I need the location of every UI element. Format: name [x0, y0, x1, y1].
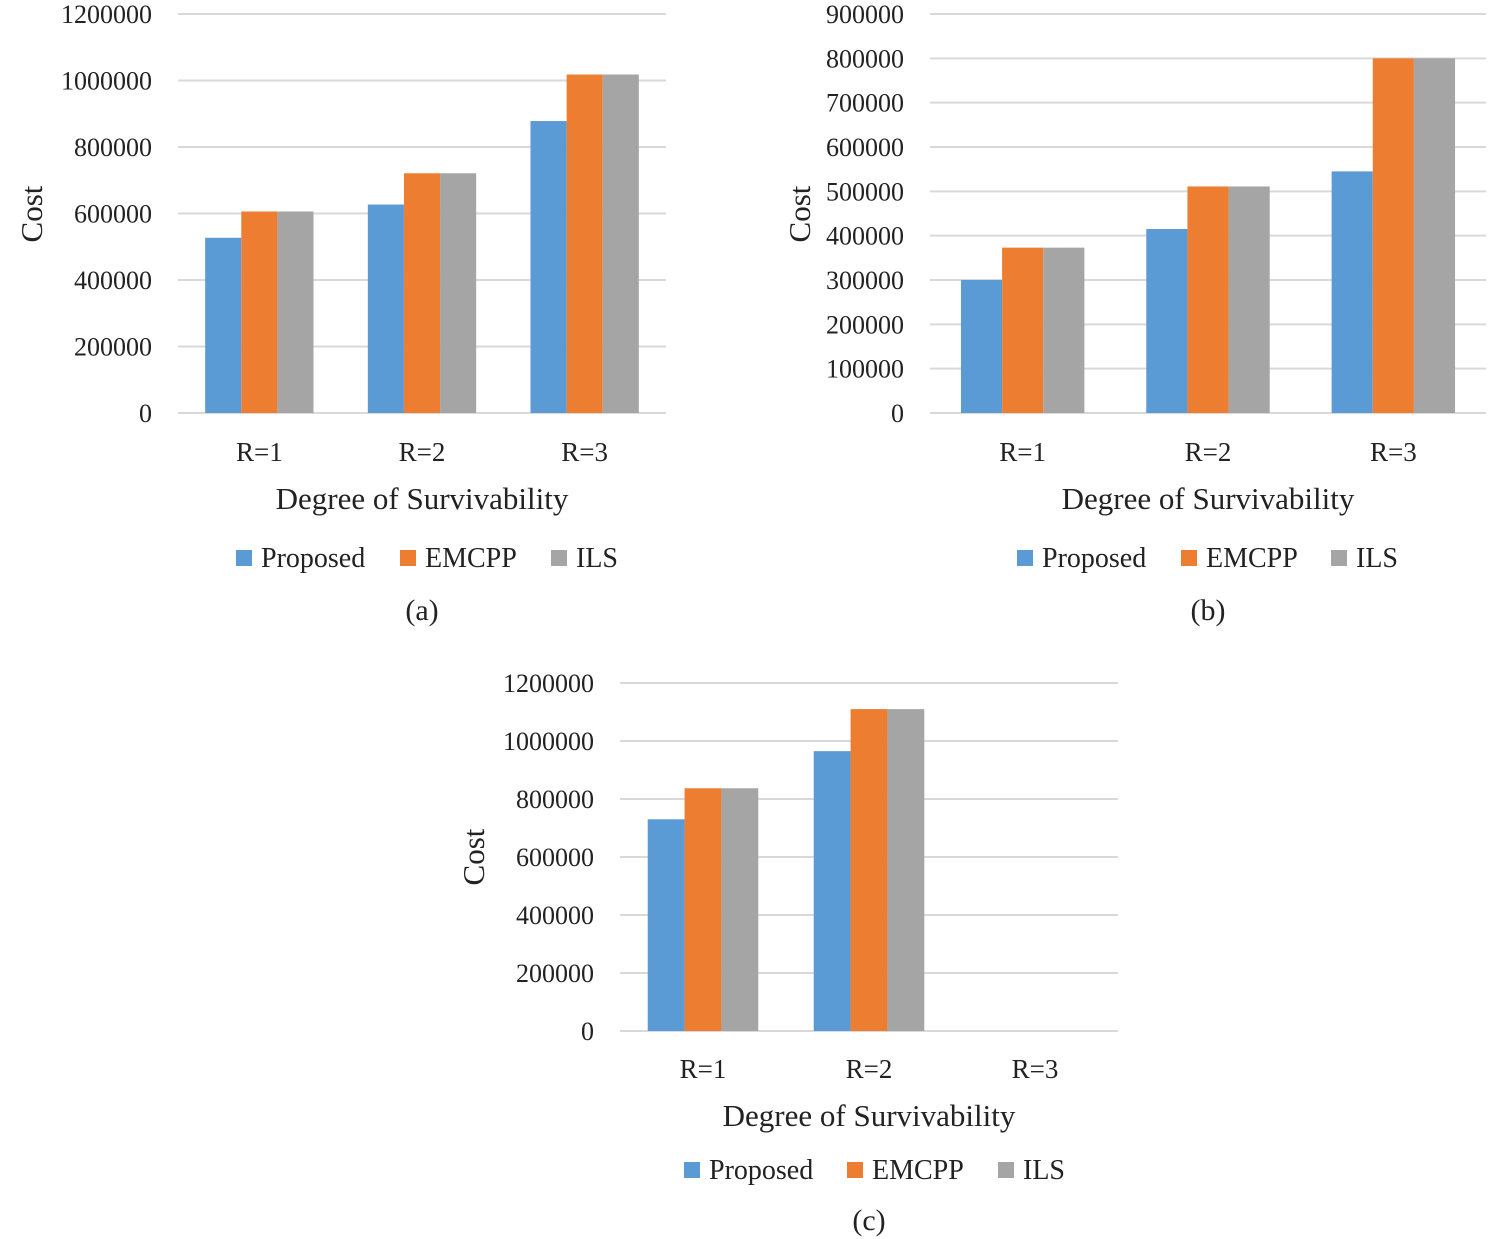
y-tick-label: 200000	[826, 310, 904, 339]
legend: Proposed EMCPP ILS	[1017, 543, 1398, 574]
y-tick-label: 600000	[74, 200, 152, 229]
legend-label: ILS	[1023, 1155, 1065, 1186]
bar-proposed-r1	[647, 819, 685, 1031]
bar-emcpp-r1	[684, 788, 722, 1031]
legend-swatch-proposed	[236, 550, 252, 566]
x-axis-title: Degree of Survivability	[1062, 481, 1355, 516]
legend-swatch-ils	[551, 550, 567, 566]
y-tick-label: 600000	[516, 843, 594, 872]
legend-swatch-emcpp	[400, 550, 416, 566]
bar-ils-r2	[440, 173, 477, 413]
legend-label: EMCPP	[1206, 543, 1298, 574]
y-tick-label: 100000	[826, 355, 904, 384]
bar-ils-r2	[887, 709, 925, 1031]
y-tick-label: 400000	[826, 222, 904, 251]
x-category-label: R=3	[561, 437, 608, 467]
y-tick-label: 400000	[74, 266, 152, 295]
y-tick-label: 0	[581, 1017, 594, 1046]
legend-swatch-ils	[998, 1162, 1014, 1178]
bar-emcpp-r2	[850, 709, 888, 1031]
bar-proposed-r1	[960, 280, 1003, 413]
bar-emcpp-r1	[1002, 247, 1044, 413]
x-category-label: R=1	[680, 1054, 727, 1084]
y-tick-label: 600000	[826, 133, 904, 162]
y-axis-title: Cost	[782, 185, 817, 242]
legend: Proposed EMCPP ILS	[684, 1155, 1065, 1186]
x-category-label: R=2	[846, 1054, 893, 1084]
y-tick-label: 800000	[826, 44, 904, 73]
y-tick-label: 800000	[74, 133, 152, 162]
chart-panel-b: 0 100000 200000 300000 400000 500000 600000 700…	[782, 0, 1486, 627]
legend-swatch-proposed	[684, 1162, 700, 1178]
legend-label: ILS	[1356, 543, 1398, 574]
bar-proposed-r3	[1331, 171, 1373, 413]
panel-label: (c)	[852, 1204, 885, 1237]
bar-proposed-r2	[367, 204, 404, 413]
y-tick-label: 700000	[826, 89, 904, 118]
legend-swatch-proposed	[1017, 550, 1033, 566]
bar-proposed-r2	[813, 751, 851, 1031]
legend-swatch-ils	[1331, 550, 1347, 566]
y-tick-label: 0	[139, 399, 152, 428]
x-category-label: R=3	[1370, 437, 1417, 467]
legend-label: Proposed	[709, 1155, 813, 1186]
y-axis-title: Cost	[456, 828, 491, 885]
legend-label: EMCPP	[425, 543, 517, 574]
legend-label: EMCPP	[872, 1155, 964, 1186]
x-category-label: R=2	[399, 437, 446, 467]
chart-panel-c: 0 200000 400000 600000 800000 1000000 1200000 R…	[456, 669, 1118, 1237]
y-tick-label: 900000	[826, 0, 904, 29]
bar-ils-r1	[721, 788, 759, 1031]
bar-emcpp-r2	[403, 173, 441, 413]
y-tick-label: 0	[891, 399, 904, 428]
bar-emcpp-r1	[241, 211, 278, 413]
legend-label: Proposed	[1042, 543, 1146, 574]
x-category-label: R=1	[236, 437, 283, 467]
y-tick-label: 200000	[74, 333, 152, 362]
legend-swatch-emcpp	[1181, 550, 1197, 566]
bar-proposed-r1	[205, 237, 242, 413]
x-category-label: R=2	[1185, 437, 1232, 467]
y-tick-label: 800000	[516, 785, 594, 814]
x-category-label: R=3	[1012, 1054, 1059, 1084]
bar-ils-r3	[1413, 58, 1456, 413]
legend: Proposed EMCPP ILS	[236, 543, 618, 574]
y-tick-label: 1000000	[503, 727, 594, 756]
x-category-label: R=1	[999, 437, 1046, 467]
bar-ils-r3	[602, 74, 639, 413]
y-tick-label: 300000	[826, 266, 904, 295]
x-axis-title: Degree of Survivability	[723, 1098, 1016, 1133]
y-tick-label: 200000	[516, 959, 594, 988]
bar-proposed-r2	[1146, 229, 1188, 413]
legend-label: ILS	[576, 543, 618, 574]
bar-ils-r2	[1228, 186, 1270, 413]
bar-emcpp-r3	[1372, 58, 1414, 413]
y-tick-label: 500000	[826, 177, 904, 206]
x-axis-title: Degree of Survivability	[276, 481, 569, 516]
y-tick-label: 1000000	[61, 67, 152, 96]
panel-label: (a)	[405, 594, 438, 627]
bar-ils-r1	[277, 211, 314, 413]
bar-ils-r1	[1043, 247, 1085, 413]
y-tick-label: 1200000	[503, 669, 594, 698]
chart-panel-a: 0 200000 400000 600000 800000 1000000 1200000 R…	[14, 0, 666, 627]
y-tick-label: 1200000	[61, 0, 152, 29]
legend-label: Proposed	[261, 543, 365, 574]
bar-emcpp-r2	[1187, 186, 1229, 413]
bar-emcpp-r3	[566, 74, 603, 413]
y-axis-title: Cost	[14, 185, 49, 242]
y-tick-label: 400000	[516, 901, 594, 930]
legend-swatch-emcpp	[847, 1162, 863, 1178]
bar-proposed-r3	[530, 121, 567, 413]
panel-label: (b)	[1191, 594, 1226, 627]
